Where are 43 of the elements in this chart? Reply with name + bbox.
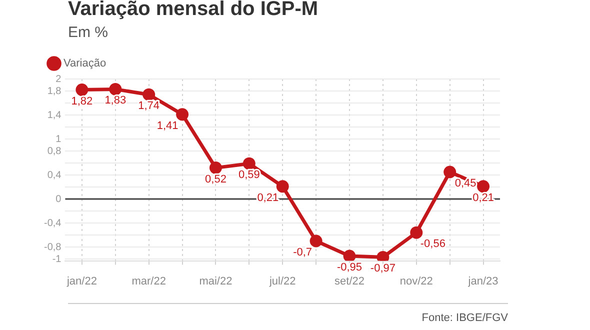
x-tick-label: mai/22	[199, 275, 232, 288]
data-label: -0,97	[370, 262, 396, 275]
data-label: -0,95	[336, 262, 362, 274]
x-tick-label: nov/22	[400, 275, 433, 288]
chart-title: Variação mensal do IGP-M	[68, 0, 318, 21]
y-tick-label: 0,4	[47, 170, 62, 181]
source-note: Fonte: IBGE/FGV	[422, 312, 508, 324]
x-tick-label: mar/22	[132, 275, 166, 288]
x-tick-label: jan/22	[66, 275, 97, 288]
y-tick-label: 0,8	[47, 146, 62, 157]
point	[276, 180, 289, 193]
y-tick-label: 0	[56, 194, 62, 205]
point	[410, 226, 423, 239]
point	[477, 180, 490, 193]
x-tick-label: jan/23	[467, 275, 498, 288]
point	[310, 234, 322, 248]
data-label: -0,56	[420, 238, 446, 250]
point	[142, 88, 156, 101]
data-label: 1,41	[156, 120, 178, 132]
point	[444, 166, 456, 178]
point	[76, 84, 88, 96]
data-label: 0,52	[205, 173, 226, 186]
chart-subtitle: Em %	[68, 24, 108, 41]
point	[109, 82, 122, 96]
y-tick-label: -0,8	[44, 242, 62, 253]
x-tick-label: jul/22	[268, 275, 296, 288]
point	[176, 108, 189, 121]
data-label: 1,83	[104, 94, 126, 107]
x-tick-label: set/22	[334, 275, 364, 288]
point	[343, 250, 356, 261]
data-label: 0,59	[238, 169, 260, 182]
y-tick-label: 1	[56, 134, 62, 145]
y-tick-label: 1,4	[47, 110, 62, 121]
data-label: 1,74	[138, 100, 160, 112]
y-tick-label: 1,8	[47, 86, 62, 97]
point	[242, 157, 256, 170]
y-tick-label: 2	[56, 74, 62, 85]
data-label: 1,82	[71, 95, 93, 108]
y-tick-label: -1	[52, 254, 62, 265]
y-tick-label: -0,4	[44, 218, 62, 229]
point	[209, 162, 222, 174]
data-label: -0,7	[293, 246, 312, 259]
legend-label: Variação	[64, 58, 106, 70]
